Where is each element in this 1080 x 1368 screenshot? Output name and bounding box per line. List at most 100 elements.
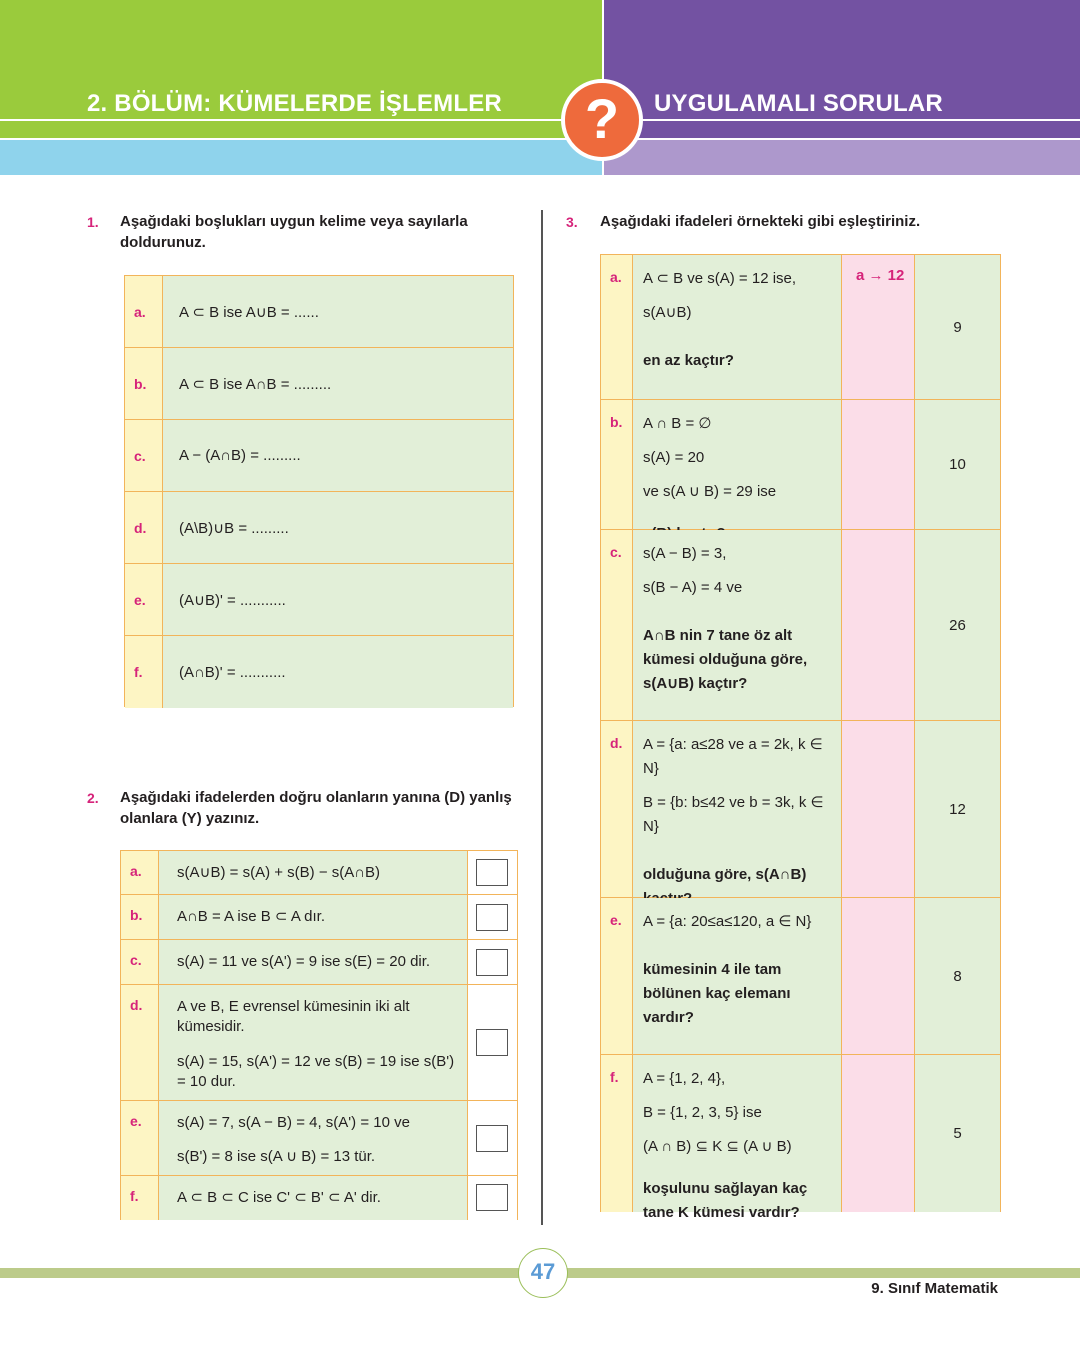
row-text: (A∪B)' = ........... (163, 564, 513, 635)
row-text: A = {a: a≤28 ve a = 2k, k ∈ N} B = {b: b≤… (633, 721, 842, 907)
row-label: c. (121, 940, 159, 984)
table-row: c. s(A − B) = 3, s(B − A) = 4 ve A∩B nin 7 … (601, 530, 1000, 721)
row-label: e. (125, 564, 163, 635)
header-left-stripe (0, 140, 602, 175)
table-row: e. A = {a: 20≤a≤120, a ∈ N} kümesinin 4 il… (601, 898, 1000, 1055)
row-text: A = {a: 20≤a≤120, a ∈ N} kümesinin 4 ile … (633, 898, 842, 1054)
choice-number: 5 (915, 1055, 1000, 1212)
question-prompt: Aşağıdaki ifadelerden doğru olanların ya… (120, 789, 512, 827)
statement-line: s(A) = 7, s(A − B) = 4, s(A') = 10 ve (177, 1114, 410, 1131)
row-label: d. (125, 492, 163, 563)
fill-table: a. A ⊂ B ise A∪B = ...... b. A ⊂ B ise A∩B … (124, 275, 514, 708)
answer-cell (468, 1101, 517, 1175)
row-label: f. (121, 1176, 159, 1220)
answer-cell (842, 898, 915, 1054)
expression-line: s(A) = 20 (643, 449, 705, 466)
row-text: A ⊂ B ⊂ C ise C' ⊂ B' ⊂ A' dir. (159, 1176, 468, 1220)
header-left-title: 2. BÖLÜM: KÜMELERDE İŞLEMLER (87, 90, 502, 117)
statement-line: s(A∪B) = s(A) + s(B) − s(A∩B) (177, 864, 381, 881)
table-row: d. (A\B)∪B = ......... (125, 492, 513, 564)
header-left (0, 0, 602, 140)
expression-line: A ⊂ B ve s(A) = 12 ise, (643, 270, 797, 287)
row-label: a. (121, 851, 159, 894)
answer-box[interactable] (476, 1184, 508, 1211)
table-row: c. s(A) = 11 ve s(A') = 9 ise s(E) = 20 d… (121, 940, 517, 985)
table-row: a. A ⊂ B ise A∪B = ...... (125, 276, 513, 348)
table-row: b. A ∩ B = ∅ s(A) = 20 ve s(A ∪ B) = 29 ise… (601, 400, 1000, 542)
answer-cell (468, 851, 517, 894)
expression-line: B = {b: b≤42 ve b = 3k, k ∈ N} (643, 794, 824, 835)
expression-line: A = {1, 2, 4}, (643, 1070, 726, 1087)
row-label: f. (125, 636, 163, 708)
table-row: f. A ⊂ B ⊂ C ise C' ⊂ B' ⊂ A' dir. (121, 1176, 517, 1220)
book-title: 9. Sınıf Matematik (871, 1280, 998, 1297)
expression-line: A = {a: 20≤a≤120, a ∈ N} (643, 913, 812, 930)
row-label: e. (121, 1101, 159, 1175)
answer-box[interactable] (476, 1029, 508, 1056)
row-text: A ve B, E evrensel kümesinin iki alt küm… (159, 985, 468, 1100)
question-number: 1. (87, 214, 99, 230)
row-label: e. (601, 898, 633, 1054)
answer-cell (468, 1176, 517, 1220)
expression-line: A ∩ B = ∅ (643, 415, 712, 432)
statement-line: A∩B = A ise B ⊂ A dır. (177, 908, 326, 925)
row-label: a. (601, 255, 633, 399)
answer-box[interactable] (476, 903, 508, 931)
answer-cell (842, 1055, 915, 1212)
expression-line: B = {1, 2, 3, 5} ise (643, 1104, 762, 1121)
table-row: a. A ⊂ B ve s(A) = 12 ise, s(A∪B) en az kaç… (601, 255, 1000, 400)
table-row: b. A ⊂ B ise A∩B = ......... (125, 348, 513, 420)
page-number: 47 (518, 1248, 568, 1298)
row-text: s(A∪B) = s(A) + s(B) − s(A∩B) (159, 851, 468, 894)
question-line: kümesinin 4 ile tam bölünen kaç elemanı … (643, 961, 791, 1026)
question-prompt: Aşağıdaki ifadeleri örnekteki gibi eşleş… (600, 213, 921, 230)
row-text: (A\B)∪B = ......... (163, 492, 513, 563)
true-false-table: a. s(A∪B) = s(A) + s(B) − s(A∩B) b. A∩B = A… (120, 850, 518, 1220)
table-row: f. A = {1, 2, 4}, B = {1, 2, 3, 5} ise (A ∩… (601, 1055, 1000, 1221)
header-right-stripe (604, 140, 1080, 175)
matching-table: a. A ⊂ B ve s(A) = 12 ise, s(A∪B) en az kaç… (600, 254, 1001, 1221)
row-text: (A∩B)' = ........... (163, 636, 513, 708)
question-number: 3. (566, 214, 578, 230)
row-label: a. (125, 276, 163, 347)
row-label: f. (601, 1055, 633, 1212)
header-right (604, 0, 1080, 140)
expression-line: s(A − B) = 3, (643, 545, 727, 562)
table-row: d. A ve B, E evrensel kümesinin iki alt k… (121, 985, 517, 1101)
row-label: b. (121, 895, 159, 939)
expression-line: s(A∪B) (643, 304, 692, 321)
answer-cell (468, 940, 517, 984)
table-row: b. A∩B = A ise B ⊂ A dır. (121, 895, 517, 940)
row-text: s(A) = 7, s(A − B) = 4, s(A') = 10 ve s(B… (159, 1101, 468, 1175)
table-row: a. s(A∪B) = s(A) + s(B) − s(A∩B) (121, 851, 517, 895)
statement-line: s(A) = 11 ve s(A') = 9 ise s(E) = 20 dir… (177, 953, 431, 970)
row-label: b. (601, 400, 633, 529)
table-row: e. s(A) = 7, s(A − B) = 4, s(A') = 10 ve s… (121, 1101, 517, 1176)
header-rule (0, 119, 1080, 121)
choice-number: 9 (915, 255, 1000, 399)
table-row: d. A = {a: a≤28 ve a = 2k, k ∈ N} B = {b: … (601, 721, 1000, 907)
answer-cell (842, 400, 915, 529)
row-label: d. (121, 985, 159, 1100)
answer-cell (468, 895, 517, 939)
row-text: A − (A∩B) = ......... (163, 420, 513, 491)
row-label: d. (601, 721, 633, 897)
choice-number: 8 (915, 898, 1000, 1054)
statement-line: s(B') = 8 ise s(A ∪ B) = 13 tür. (177, 1148, 376, 1165)
row-text: A ⊂ B ve s(A) = 12 ise, s(A∪B) en az kaçtı… (633, 255, 842, 399)
answer-box[interactable] (476, 948, 508, 976)
answer-box[interactable] (476, 859, 508, 886)
answer-cell: a → 12 (842, 255, 915, 399)
answer-cell (842, 721, 915, 897)
row-label: c. (601, 530, 633, 720)
question-icon: ? (561, 79, 643, 161)
row-text: A ⊂ B ise A∪B = ...... (163, 276, 513, 347)
header-right-title: UYGULAMALI SORULAR (654, 90, 943, 117)
answer-cell (468, 985, 517, 1100)
answer-box[interactable] (476, 1124, 508, 1152)
question-number: 2. (87, 790, 99, 806)
expression-line: A = {a: a≤28 ve a = 2k, k ∈ N} (643, 736, 823, 777)
choice-number: 12 (915, 721, 1000, 897)
